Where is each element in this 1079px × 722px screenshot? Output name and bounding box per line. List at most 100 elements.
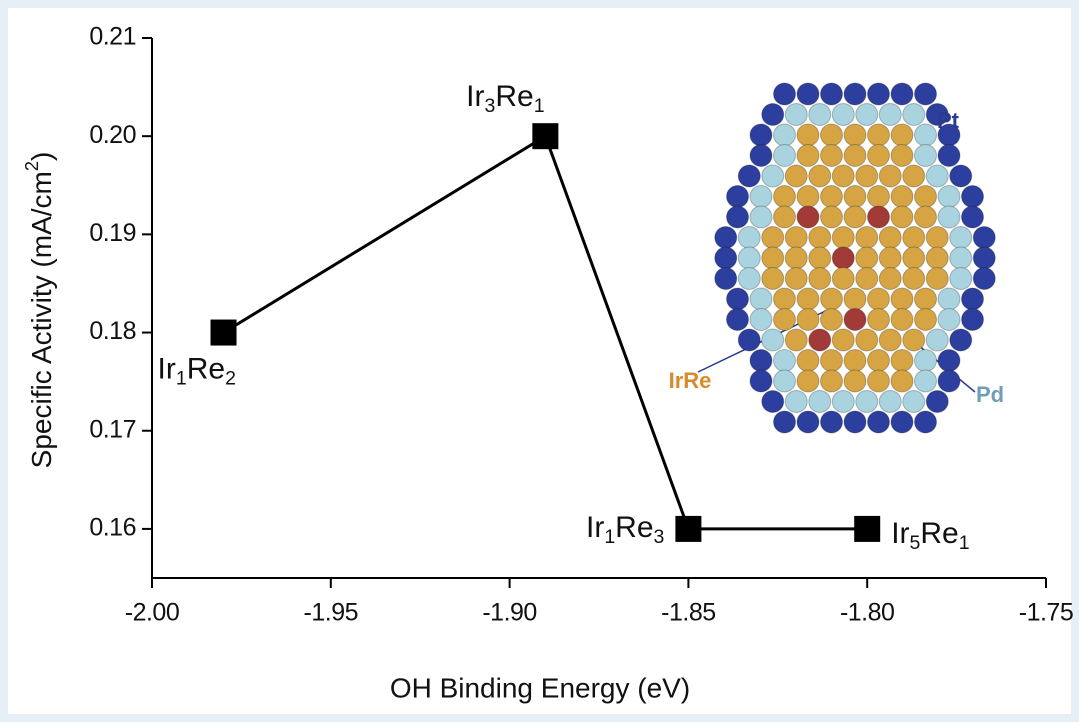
atom: [903, 247, 925, 269]
x-tick-label: -1.80: [840, 599, 894, 627]
atom: [809, 391, 831, 413]
inset-label: IrRe: [669, 368, 712, 393]
atom: [926, 329, 948, 351]
atom: [915, 309, 937, 331]
atom: [774, 288, 796, 310]
atom: [891, 411, 913, 433]
atom: [844, 206, 866, 228]
atom: [950, 268, 972, 290]
atom: [844, 186, 866, 208]
atom: [879, 104, 901, 126]
atom: [738, 227, 760, 249]
atom: [856, 165, 878, 187]
atom: [915, 124, 937, 146]
atom: [868, 124, 890, 146]
atom: [774, 370, 796, 392]
atom: [868, 186, 890, 208]
atom: [821, 288, 843, 310]
atom: [750, 309, 772, 331]
atom: [903, 165, 925, 187]
atom: [962, 309, 984, 331]
atom: [809, 165, 831, 187]
atom: [797, 288, 819, 310]
atom: [797, 145, 819, 167]
atom: [962, 186, 984, 208]
atom: [879, 247, 901, 269]
atom: [915, 288, 937, 310]
atom: [774, 309, 796, 331]
atom: [785, 247, 807, 269]
point-label: Ir3​Re1​: [466, 80, 544, 117]
atom: [797, 350, 819, 372]
atom: [762, 268, 784, 290]
atom: [891, 370, 913, 392]
y-axis-label: Specific Activity (mA/cm2​): [22, 152, 58, 469]
atom: [915, 83, 937, 105]
atom: [844, 145, 866, 167]
atom: [891, 124, 913, 146]
atom: [821, 145, 843, 167]
atom: [750, 145, 772, 167]
atom: [774, 83, 796, 105]
atom: [891, 145, 913, 167]
marker: [854, 516, 880, 542]
atom: [762, 227, 784, 249]
atom: [903, 227, 925, 249]
atom: [785, 268, 807, 290]
atom: [762, 391, 784, 413]
atom: [821, 186, 843, 208]
atom: [797, 186, 819, 208]
atom: [891, 206, 913, 228]
atom: [774, 350, 796, 372]
atom: [715, 227, 737, 249]
atom: [832, 247, 854, 269]
atom: [856, 104, 878, 126]
x-tick-label: -1.95: [304, 599, 358, 627]
y-tick-label: 0.19: [89, 219, 136, 247]
x-tick-label: -1.85: [661, 599, 715, 627]
atom: [868, 206, 890, 228]
y-tick-label: 0.18: [89, 317, 136, 345]
atom: [868, 309, 890, 331]
atom: [727, 288, 749, 310]
y-tick-label: 0.20: [89, 121, 136, 149]
atom: [915, 350, 937, 372]
atom: [797, 309, 819, 331]
inset-label: Pd: [976, 382, 1004, 407]
atom: [832, 391, 854, 413]
atom: [868, 83, 890, 105]
atom: [903, 329, 925, 351]
atom: [915, 186, 937, 208]
point-label: Ir5​Re1​: [891, 517, 969, 554]
atom: [844, 83, 866, 105]
atom: [844, 370, 866, 392]
atom: [950, 329, 972, 351]
atom: [832, 165, 854, 187]
atom: [891, 83, 913, 105]
atom: [785, 391, 807, 413]
atom: [797, 206, 819, 228]
inset-label: Pt: [937, 108, 960, 133]
atom: [785, 329, 807, 351]
atom: [821, 83, 843, 105]
atom: [750, 124, 772, 146]
atom: [809, 268, 831, 290]
atom: [785, 165, 807, 187]
atom: [950, 247, 972, 269]
atom: [738, 165, 760, 187]
atom: [738, 247, 760, 269]
atom: [938, 350, 960, 372]
atom: [809, 247, 831, 269]
marker: [675, 516, 701, 542]
atom: [809, 329, 831, 351]
atom: [832, 268, 854, 290]
atom: [821, 411, 843, 433]
atom: [797, 124, 819, 146]
x-axis-label: OH Binding Energy (eV): [390, 672, 690, 703]
atom: [821, 370, 843, 392]
atom: [832, 227, 854, 249]
atom: [715, 268, 737, 290]
atom: [821, 206, 843, 228]
atom: [762, 104, 784, 126]
atom: [844, 124, 866, 146]
